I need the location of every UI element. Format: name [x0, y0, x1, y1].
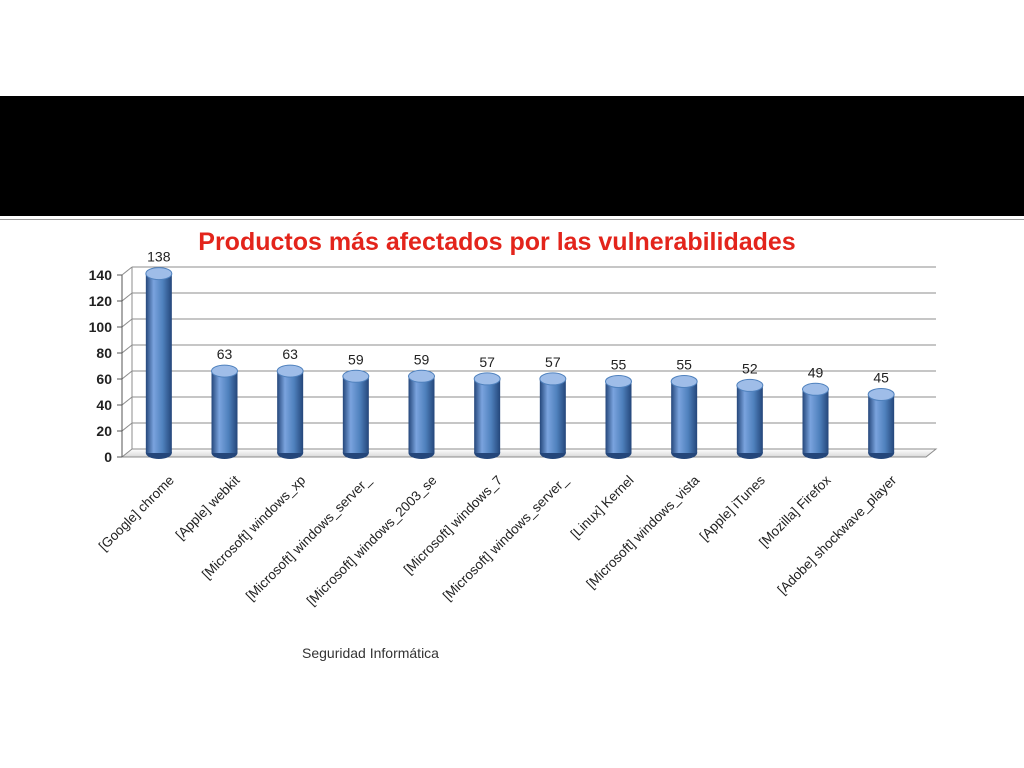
bar [539, 372, 567, 459]
y-tick-label: 20 [96, 423, 112, 439]
gridline-depth [121, 344, 133, 354]
data-label: 59 [348, 351, 364, 367]
bar [670, 375, 698, 459]
bar [342, 369, 370, 459]
x-tick-label: [Apple] webkit [173, 472, 243, 542]
bar [473, 372, 501, 459]
data-label: 45 [873, 370, 889, 386]
footer-text: Seguridad Informática [302, 645, 439, 661]
data-label: 57 [479, 354, 495, 370]
x-tick-label: [Microsoft] windows_server_ [243, 472, 374, 603]
bar [867, 388, 895, 459]
gridline-depth [121, 292, 133, 302]
data-label: 55 [676, 357, 692, 373]
data-label: 52 [742, 360, 758, 376]
bar-chart: Productos más afectados por las vulnerab… [89, 228, 938, 608]
x-tick-label: [Apple] iTunes [697, 472, 768, 543]
chart-title: Productos más afectados por las vulnerab… [198, 228, 795, 256]
y-tick-label: 120 [89, 293, 113, 309]
x-tick-label: [Linux] Kernel [568, 473, 637, 542]
x-tick-label: [Microsoft] windows_2003_se [304, 473, 440, 609]
data-label: 138 [147, 249, 171, 265]
chart-floor [120, 448, 938, 458]
x-tick-label: [Adobe] shockwave_player [775, 472, 900, 597]
x-tick-label: [Google] chrome [96, 473, 177, 554]
data-label: 49 [808, 364, 824, 380]
gridlines [120, 266, 938, 458]
bar [276, 364, 304, 459]
bar [605, 375, 632, 459]
banner-divider [0, 219, 1024, 220]
gridline-depth [121, 422, 133, 432]
bar [802, 382, 829, 459]
top-banner [0, 96, 1024, 216]
data-label: 63 [282, 346, 298, 362]
gridline-depth [121, 396, 133, 406]
bar [145, 267, 173, 459]
data-label: 57 [545, 354, 561, 370]
y-tick-label: 100 [89, 319, 113, 335]
y-axis: 0 20 40 60 80 100 120 140 [89, 267, 123, 465]
gridline-depth [121, 370, 133, 380]
y-tick-label: 40 [96, 397, 112, 413]
x-tick-label: [Microsoft] windows_vista [583, 472, 702, 591]
y-tick-label: 0 [104, 449, 112, 465]
bar [408, 369, 435, 459]
bar [211, 364, 238, 459]
y-tick-label: 80 [96, 345, 112, 361]
gridline-depth [121, 266, 133, 276]
bars [145, 267, 895, 459]
data-label: 63 [217, 346, 233, 362]
gridline-depth [121, 318, 133, 328]
bar [736, 378, 764, 459]
data-label: 59 [414, 351, 430, 367]
x-tick-label: [Microsoft] windows_server_ [440, 472, 571, 603]
data-labels: 138 63 63 59 59 57 57 55 55 52 49 45 [147, 249, 889, 386]
y-tick-label: 140 [89, 267, 113, 283]
y-tick-label: 60 [96, 371, 112, 387]
x-axis-labels: [Google] chrome[Apple] webkit[Microsoft]… [96, 472, 900, 608]
data-label: 55 [611, 357, 627, 373]
